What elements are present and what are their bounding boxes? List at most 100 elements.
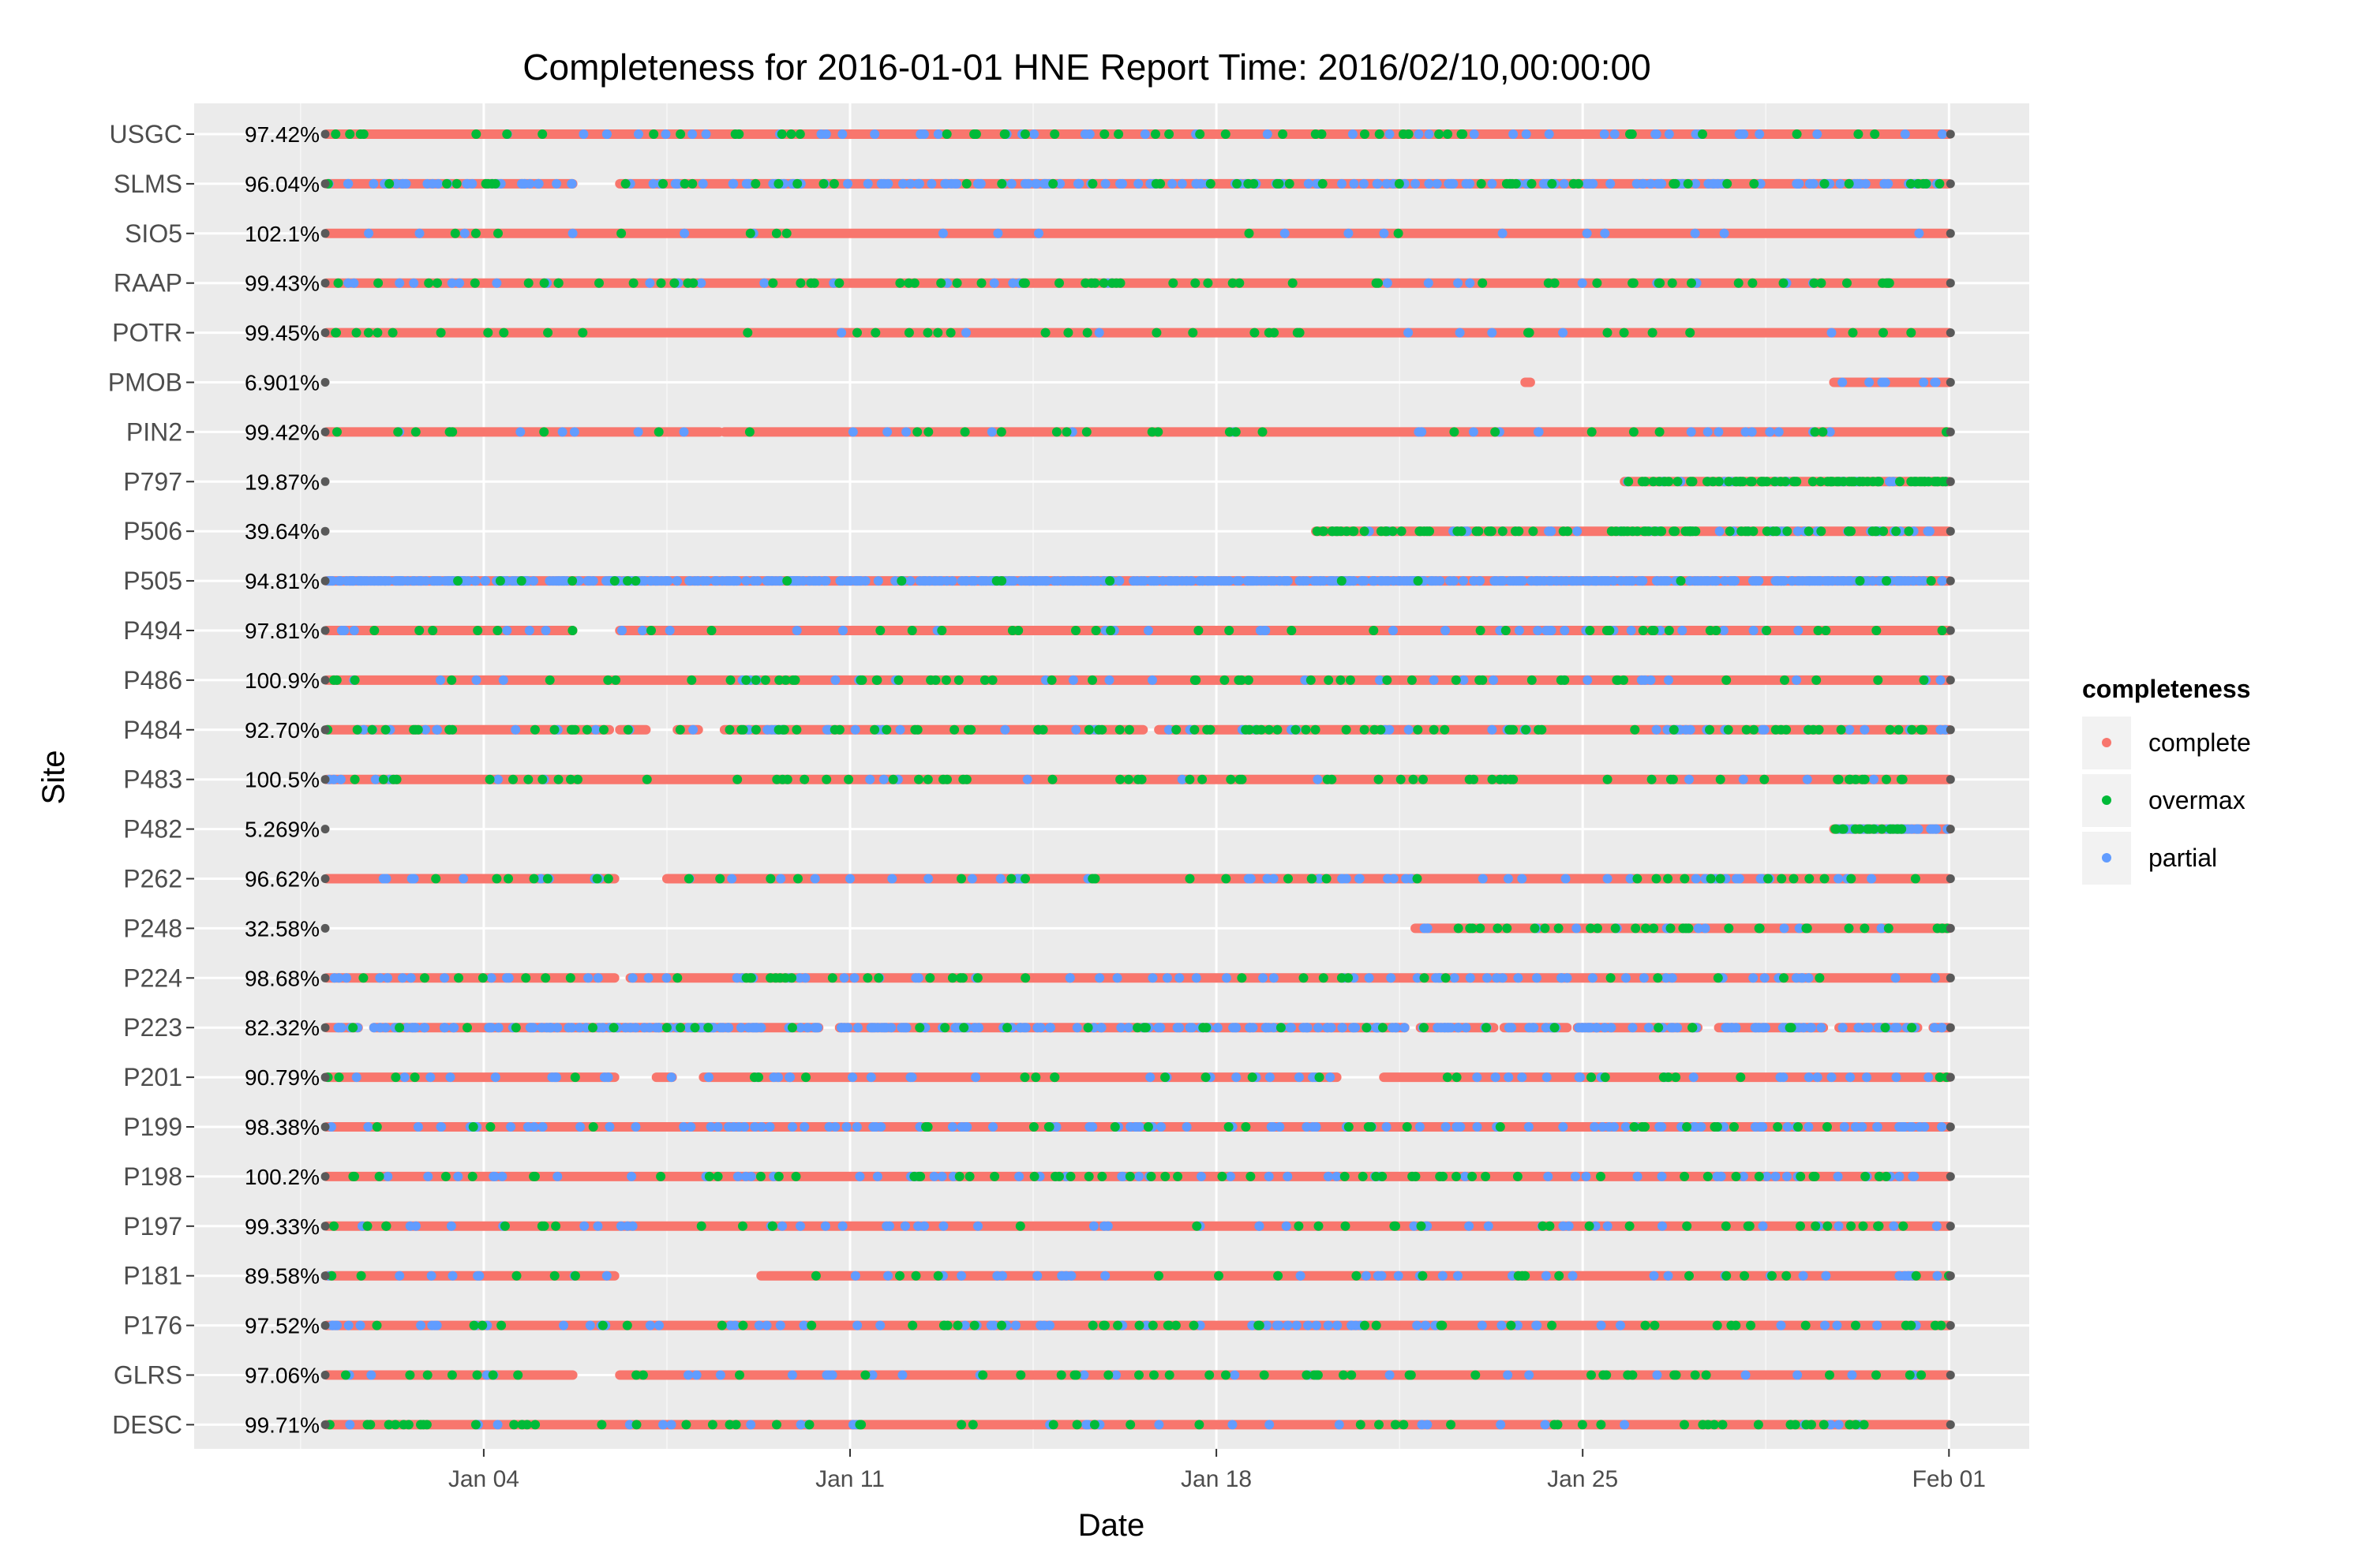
overmax-point xyxy=(529,874,539,884)
partial-point xyxy=(602,129,612,139)
partial-point xyxy=(646,576,656,586)
overmax-point xyxy=(1762,626,1772,635)
overmax-point xyxy=(469,1320,479,1330)
overmax-point xyxy=(1871,526,1882,537)
partial-point xyxy=(1414,129,1424,139)
partial-point xyxy=(1688,1072,1699,1083)
overmax-point xyxy=(1573,178,1583,189)
overmax-point xyxy=(1905,178,1916,189)
partial-point xyxy=(1072,1023,1082,1033)
partial-point xyxy=(665,626,675,635)
overmax-point xyxy=(870,724,880,735)
overmax-point xyxy=(1807,477,1818,487)
site-row-sio5: 102.1% xyxy=(245,222,1955,246)
partial-point xyxy=(1514,626,1524,635)
partial-point xyxy=(601,1270,612,1281)
overmax-point xyxy=(538,774,548,784)
partial-point xyxy=(1303,178,1313,189)
legend-label-overmax: overmax xyxy=(2148,786,2246,814)
overmax-point xyxy=(1257,724,1266,735)
partial-point xyxy=(1505,576,1515,586)
overmax-point xyxy=(793,874,803,884)
end-point xyxy=(1946,874,1955,883)
overmax-point xyxy=(1860,923,1870,934)
overmax-point xyxy=(1678,923,1688,934)
partial-point xyxy=(1403,327,1414,338)
partial-point xyxy=(517,178,527,189)
overmax-point xyxy=(488,1370,498,1380)
overmax-point xyxy=(1287,278,1298,288)
overmax-point xyxy=(1099,129,1110,139)
overmax-point xyxy=(1547,1320,1557,1330)
overmax-point xyxy=(909,278,920,288)
partial-point xyxy=(1384,129,1395,139)
overmax-point xyxy=(1560,675,1570,685)
site-label: P482 xyxy=(123,815,182,844)
partial-point xyxy=(363,1122,373,1132)
partial-point xyxy=(426,1270,436,1281)
partial-point xyxy=(1609,1122,1619,1132)
overmax-point xyxy=(1898,1221,1908,1231)
partial-point xyxy=(920,576,931,586)
overmax-point xyxy=(1729,1122,1739,1132)
partial-point xyxy=(1174,973,1185,983)
partial-point xyxy=(1433,973,1444,983)
overmax-point xyxy=(1031,1072,1041,1083)
overmax-point xyxy=(1435,1171,1445,1181)
overmax-point xyxy=(1650,526,1659,537)
overmax-point xyxy=(1451,1072,1462,1083)
partial-point xyxy=(1124,1023,1133,1033)
overmax-point xyxy=(485,1122,496,1132)
overmax-point xyxy=(1481,1171,1491,1181)
partial-point xyxy=(1609,129,1620,139)
legend-swatch-overmax xyxy=(2102,795,2111,805)
partial-point xyxy=(993,228,1003,238)
partial-point xyxy=(1050,576,1059,586)
overmax-point xyxy=(1736,477,1746,487)
overmax-point xyxy=(1381,526,1391,537)
partial-point xyxy=(837,1221,848,1231)
overmax-point xyxy=(1205,178,1215,189)
overmax-point xyxy=(1813,626,1823,635)
overmax-point xyxy=(463,1023,472,1033)
partial-point xyxy=(536,874,546,884)
partial-point xyxy=(845,874,855,884)
overmax-point xyxy=(1763,874,1773,884)
overmax-point xyxy=(1819,1420,1829,1430)
partial-point xyxy=(1649,1270,1659,1281)
overmax-point xyxy=(1682,1122,1692,1132)
overmax-point xyxy=(872,675,882,685)
partial-point xyxy=(366,1370,376,1380)
start-point xyxy=(320,576,330,586)
overmax-point xyxy=(1237,973,1247,983)
partial-point xyxy=(593,973,603,983)
overmax-point xyxy=(1863,824,1873,834)
end-point xyxy=(1946,229,1955,238)
overmax-point xyxy=(1554,1270,1564,1281)
overmax-point xyxy=(1873,675,1883,685)
overmax-point xyxy=(1399,129,1408,139)
overmax-point xyxy=(1874,1221,1884,1231)
partial-point xyxy=(515,427,526,437)
partial-point xyxy=(1672,1023,1683,1033)
end-point xyxy=(1946,775,1955,784)
overmax-point xyxy=(1193,626,1204,635)
partial-point xyxy=(373,576,383,586)
overmax-point xyxy=(661,1023,672,1033)
partial-point xyxy=(887,874,897,884)
overmax-point xyxy=(1500,774,1511,784)
overmax-point xyxy=(1514,526,1524,537)
partial-point xyxy=(1794,1023,1804,1033)
overmax-point xyxy=(1796,1221,1805,1231)
partial-point xyxy=(1651,724,1661,735)
completeness-label: 98.68% xyxy=(245,966,320,990)
overmax-point xyxy=(1469,774,1478,784)
overmax-point xyxy=(1818,427,1828,437)
partial-point xyxy=(1079,1370,1089,1380)
site-row-p505: 94.81% xyxy=(245,569,1955,593)
partial-point xyxy=(947,1122,957,1132)
partial-point xyxy=(538,1122,548,1132)
overmax-point xyxy=(1671,1072,1681,1083)
site-label: P176 xyxy=(123,1312,182,1340)
overmax-point xyxy=(1780,477,1790,487)
